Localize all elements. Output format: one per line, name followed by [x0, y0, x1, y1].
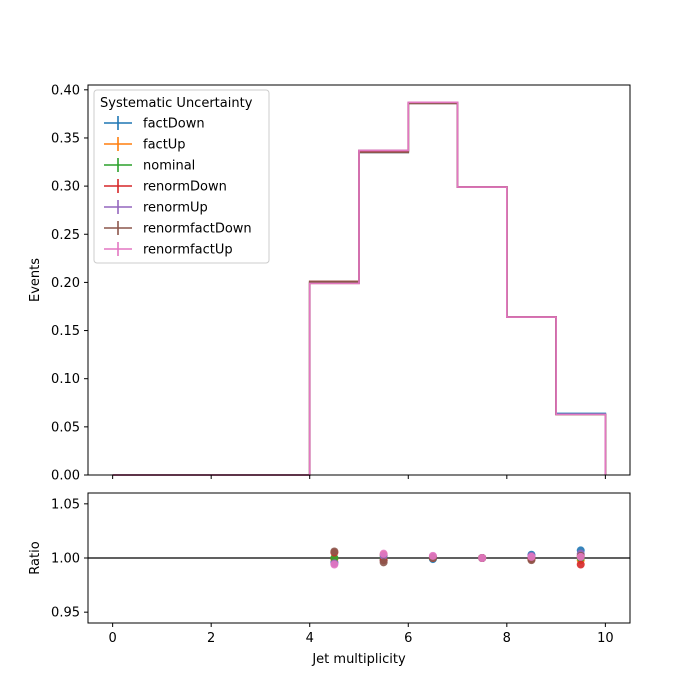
y-tick-label: 0.30 — [51, 180, 80, 195]
legend-entry-renormDown: renormDown — [143, 180, 227, 195]
ratio-point-renormfactDown — [379, 558, 388, 567]
y-tick-label: 0.05 — [51, 420, 80, 435]
y-tick-label: 0.15 — [51, 324, 80, 339]
ratio-panel: 0.95 1.00 1.05 0 2 4 6 8 10 Ratio Jet multiplicity — [28, 492, 631, 667]
legend-box — [93, 89, 270, 264]
ratio-point-renormfactUp — [330, 560, 339, 569]
y-tick-label: 1.00 — [51, 552, 80, 567]
x-tick-label: 2 — [207, 631, 215, 646]
y-tick-label: 0.00 — [51, 469, 80, 484]
y-tick-label: 0.40 — [51, 83, 80, 98]
y-tick-label: 0.25 — [51, 228, 80, 243]
legend: Systematic Uncertainty factDown factUp nomi… — [93, 89, 270, 264]
y-tick-label: 0.95 — [51, 606, 80, 621]
legend-title: Systematic Uncertainty — [100, 96, 253, 111]
y-tick-label: 0.35 — [51, 131, 80, 146]
ratio-point-renormfactUp — [576, 552, 585, 561]
ratio-point-renormDown — [576, 560, 585, 569]
legend-entry-nominal: nominal — [143, 159, 195, 174]
events-axes-frame — [87, 84, 631, 476]
y-tick-label: 0.10 — [51, 372, 80, 387]
ratio-point-renormfactDown — [330, 547, 339, 556]
x-axis-label: Jet multiplicity — [311, 652, 406, 667]
ratio-point-renormfactUp — [379, 549, 388, 558]
x-tick-label: 8 — [503, 631, 511, 646]
x-tick-label: 0 — [108, 631, 116, 646]
events-panel: 0.00 0.05 0.10 0.15 0.20 0.25 0.30 0.35 0.40 Even… — [28, 83, 631, 484]
legend-entry-renormfactDown: renormfactDown — [143, 222, 252, 237]
legend-entry-factDown: factDown — [143, 117, 205, 132]
ratio-point-renormfactUp — [428, 551, 437, 560]
ratio-point-renormfactUp — [527, 552, 536, 561]
ratio-y-axis-label: Ratio — [28, 541, 43, 574]
x-tick-label: 10 — [597, 631, 614, 646]
legend-entry-renormfactUp: renormfactUp — [143, 243, 233, 258]
x-tick-label: 4 — [306, 631, 314, 646]
legend-entry-renormUp: renormUp — [143, 201, 208, 216]
legend-entry-factUp: factUp — [143, 138, 186, 153]
y-tick-label: 0.20 — [51, 276, 80, 291]
ratio-point-renormfactUp — [478, 554, 487, 562]
y-tick-label: 1.05 — [51, 497, 80, 512]
events-y-axis-label: Events — [28, 258, 43, 302]
x-tick-label: 6 — [404, 631, 412, 646]
